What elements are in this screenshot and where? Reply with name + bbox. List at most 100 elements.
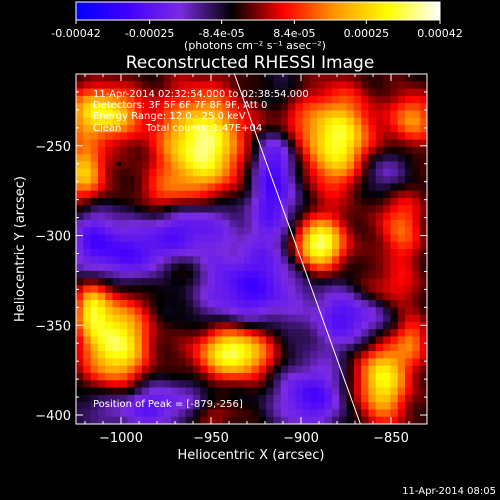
heatmap-cell	[346, 278, 355, 287]
heatmap-cell	[127, 292, 136, 301]
heatmap-cell	[185, 74, 194, 82]
heatmap-cell	[141, 103, 150, 112]
heatmap-cell	[90, 190, 99, 199]
heatmap-cell	[200, 336, 209, 345]
heatmap-cell	[419, 270, 427, 279]
heatmap-cell	[222, 81, 231, 90]
heatmap-cell	[105, 139, 114, 148]
heatmap-cell	[200, 139, 209, 148]
heatmap-cell	[127, 365, 136, 374]
heatmap-cell	[149, 197, 158, 206]
heatmap-cell	[112, 81, 121, 90]
heatmap-cell	[310, 95, 318, 104]
heatmap-cell	[185, 205, 194, 214]
heatmap-cell	[207, 256, 216, 265]
heatmap-cell	[331, 219, 340, 228]
heatmap-cell	[214, 103, 223, 112]
heatmap-cell	[214, 270, 223, 279]
heatmap-cell	[280, 380, 289, 389]
heatmap-cell	[412, 394, 421, 403]
heatmap-cell	[361, 117, 370, 126]
heatmap-cell	[375, 314, 384, 323]
heatmap-cell	[368, 219, 377, 228]
heatmap-cell	[193, 117, 201, 126]
heatmap-cell	[273, 321, 282, 330]
heatmap-cell	[251, 197, 260, 206]
heatmap-cell	[119, 387, 128, 396]
heatmap-cell	[83, 205, 92, 214]
colorbar-tick-label: 8.4e-05	[273, 27, 315, 40]
heatmap-cell	[331, 307, 340, 316]
heatmap-cell	[244, 285, 253, 294]
heatmap-cell	[90, 234, 99, 243]
heatmap-cell	[390, 183, 399, 192]
heatmap-cell	[185, 387, 194, 396]
heatmap-cell	[178, 285, 187, 294]
heatmap-cell	[390, 358, 399, 367]
heatmap-cell	[339, 300, 348, 308]
heatmap-cell	[258, 314, 267, 323]
heatmap-cell	[273, 117, 282, 126]
heatmap-cell	[134, 343, 143, 352]
heatmap-cell	[76, 183, 84, 192]
heatmap-cell	[390, 409, 399, 418]
heatmap-cell	[339, 197, 348, 206]
heatmap-cell	[83, 365, 92, 374]
heatmap-cell	[390, 227, 399, 236]
heatmap-cell	[339, 205, 348, 214]
heatmap-cell	[397, 146, 406, 155]
heatmap-cell	[251, 285, 260, 294]
heatmap-cell	[156, 249, 165, 257]
heatmap-cell	[280, 307, 289, 316]
heatmap-cell	[375, 212, 384, 221]
heatmap-cell	[244, 183, 253, 192]
heatmap-cell	[222, 402, 231, 411]
heatmap-cell	[390, 139, 399, 148]
heatmap-cell	[258, 321, 267, 330]
heatmap-cell	[346, 307, 355, 316]
heatmap-cell	[258, 154, 267, 163]
heatmap-cell	[97, 219, 106, 228]
heatmap-cell	[222, 219, 231, 228]
heatmap-cell	[258, 197, 267, 206]
heatmap-cell	[214, 307, 223, 316]
heatmap-cell	[229, 190, 238, 199]
heatmap-cell	[324, 300, 333, 308]
heatmap-cell	[390, 300, 399, 308]
heatmap-cell	[141, 74, 150, 82]
heatmap-cell	[375, 205, 384, 214]
heatmap-cell	[149, 88, 158, 97]
heatmap-cell	[112, 263, 121, 272]
heatmap-cell	[302, 394, 311, 403]
heatmap-cell	[207, 132, 216, 141]
heatmap-cell	[193, 132, 201, 141]
heatmap-cell	[76, 365, 84, 374]
heatmap-cell	[339, 95, 348, 104]
heatmap-cell	[353, 394, 362, 403]
heatmap-cell	[244, 256, 253, 265]
heatmap-cell	[266, 292, 275, 301]
heatmap-cell	[97, 146, 106, 155]
heatmap-cell	[134, 285, 143, 294]
heatmap-cell	[141, 241, 150, 250]
heatmap-cell	[258, 387, 267, 396]
heatmap-cell	[214, 380, 223, 389]
heatmap-cell	[302, 358, 311, 367]
heatmap-cell	[178, 154, 187, 163]
heatmap-cell	[97, 117, 106, 126]
heatmap-cell	[83, 183, 92, 192]
heatmap-cell	[200, 307, 209, 316]
heatmap-cell	[229, 74, 238, 82]
heatmap-cell	[141, 416, 150, 424]
heatmap-cell	[141, 285, 150, 294]
heatmap-cell	[185, 402, 194, 411]
heatmap-cell	[156, 409, 165, 418]
heatmap-cell	[266, 358, 275, 367]
heatmap-cell	[97, 88, 106, 97]
heatmap-cell	[76, 227, 84, 236]
heatmap-cell	[163, 161, 172, 170]
heatmap-cell	[390, 285, 399, 294]
heatmap-cell	[134, 212, 143, 221]
heatmap-cell	[288, 95, 296, 104]
heatmap-cell	[361, 219, 370, 228]
